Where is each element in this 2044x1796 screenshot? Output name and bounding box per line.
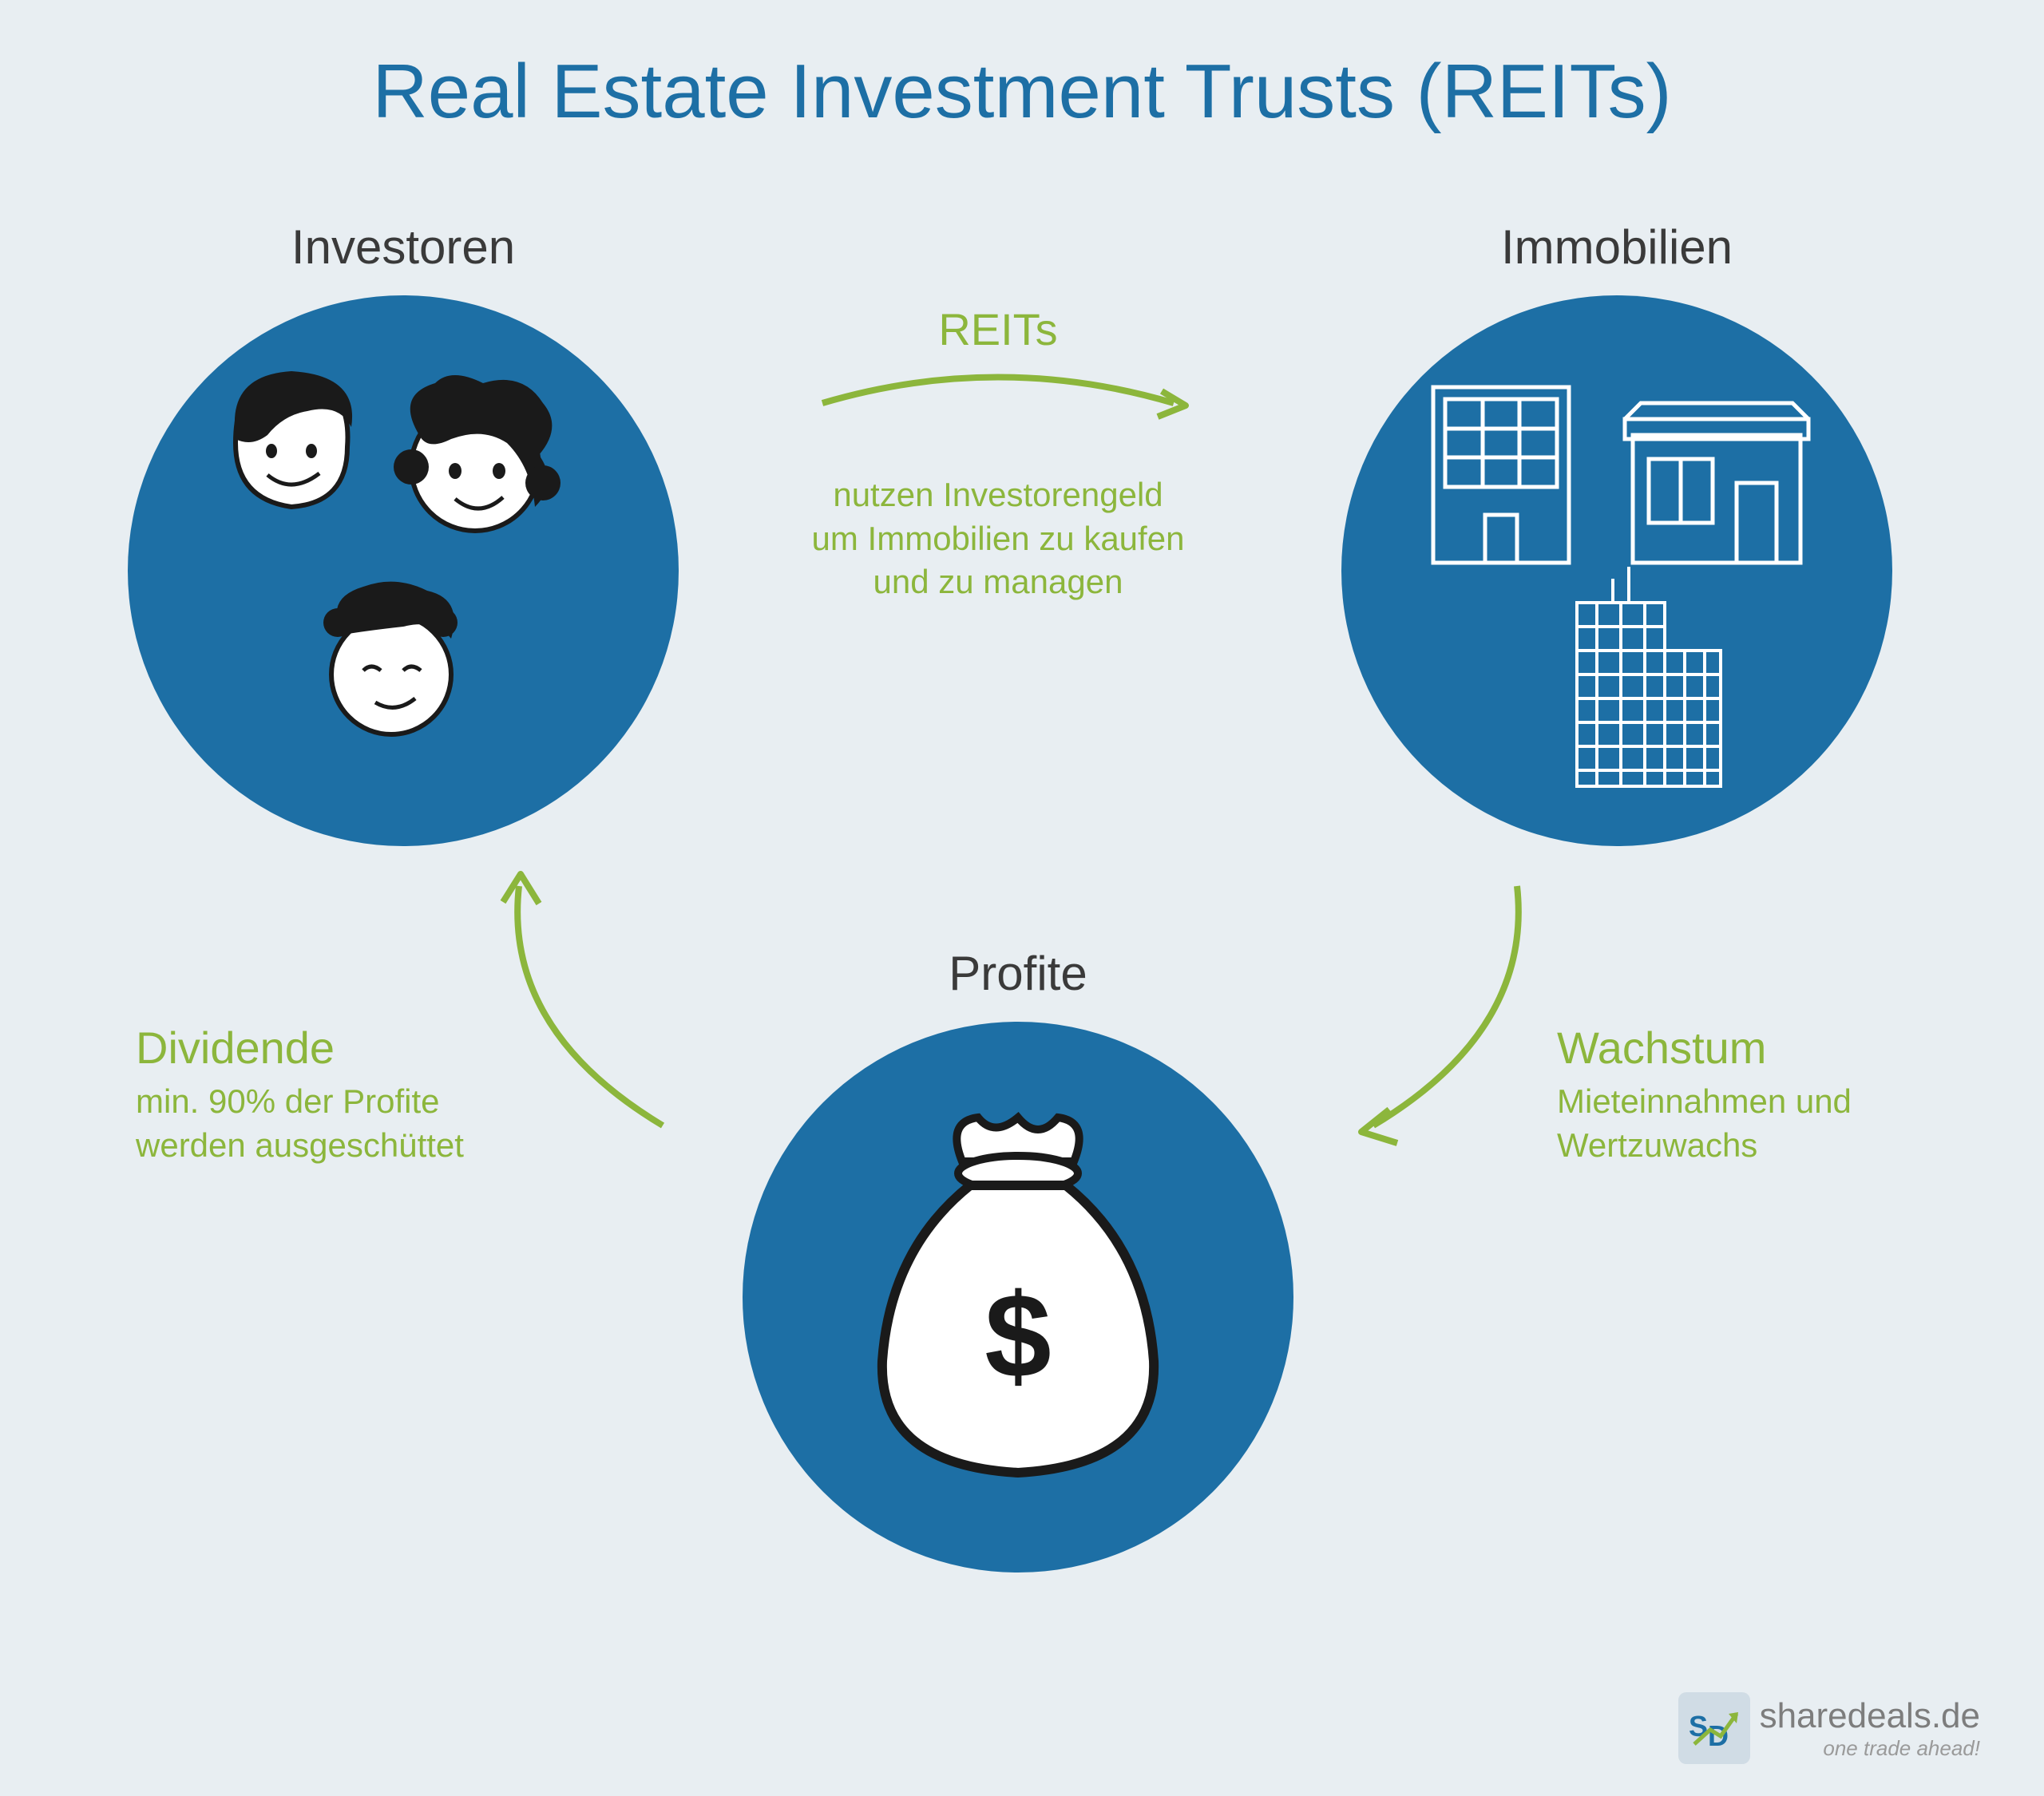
- flow-reits-title: REITs: [806, 303, 1190, 355]
- buildings-icon: [1393, 347, 1840, 794]
- page-title: Real Estate Investment Trusts (REITs): [0, 0, 2044, 136]
- flow-wachstum: Wachstum Mieteinnahmen und Wertzuwachs: [1557, 1022, 1924, 1167]
- flow-dividende-desc: min. 90% der Profite werden ausgeschütte…: [136, 1080, 487, 1167]
- people-icon: [180, 347, 627, 794]
- realestate-label: Immobilien: [1341, 220, 1892, 275]
- profits-circle: $: [743, 1022, 1293, 1572]
- flow-reits: REITs nutzen Investorengeld um Immobilie…: [806, 303, 1190, 604]
- arrow-dividende: [479, 870, 719, 1157]
- flow-wachstum-title: Wachstum: [1557, 1022, 1924, 1074]
- svg-text:$: $: [984, 1268, 1051, 1402]
- arrow-wachstum: [1317, 870, 1557, 1157]
- flow-dividende-title: Dividende: [136, 1022, 487, 1074]
- profits-label: Profite: [743, 946, 1293, 1001]
- flow-wachstum-desc: Mieteinnahmen und Wertzuwachs: [1557, 1080, 1924, 1167]
- logo-badge: S D: [1678, 1692, 1750, 1764]
- flow-reits-desc: nutzen Investorengeld um Immobilien zu k…: [806, 473, 1190, 604]
- money-bag-icon: $: [850, 1106, 1186, 1489]
- logo-tagline: one trade ahead!: [1760, 1736, 1980, 1761]
- realestate-circle: [1341, 295, 1892, 846]
- brand-logo: S D sharedeals.de one trade ahead!: [1678, 1692, 1980, 1764]
- flow-dividende: Dividende min. 90% der Profite werden au…: [136, 1022, 487, 1167]
- svg-text:S: S: [1689, 1710, 1708, 1743]
- investors-label: Investoren: [128, 220, 679, 275]
- investors-circle: [128, 295, 679, 846]
- logo-name: sharedeals.de: [1760, 1696, 1980, 1736]
